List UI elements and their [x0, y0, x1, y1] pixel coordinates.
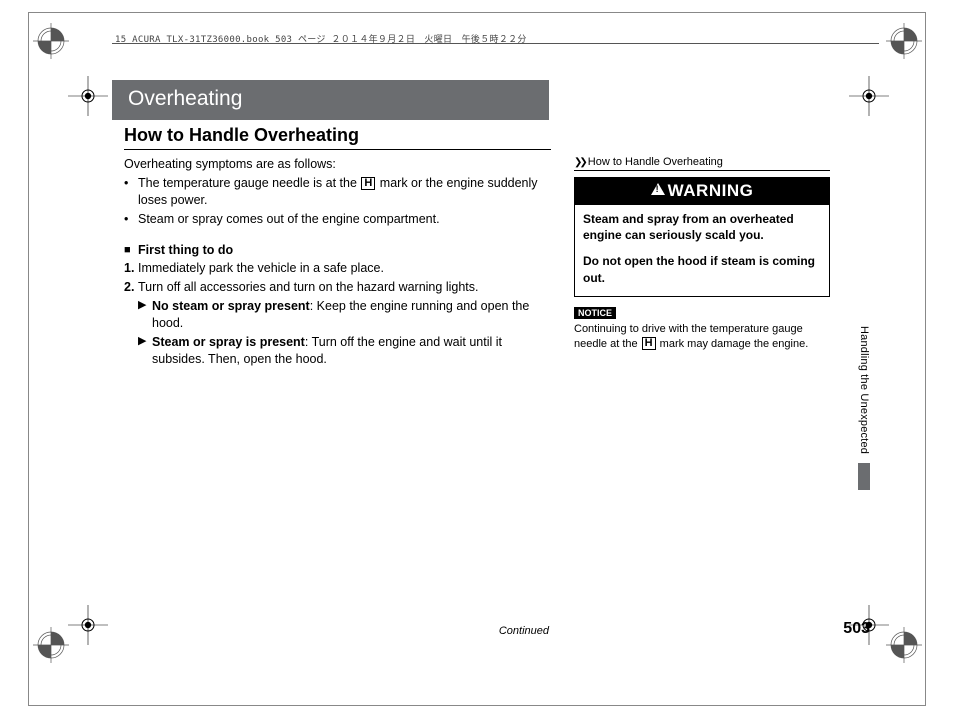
page-number: 503 — [843, 620, 870, 638]
step-text: Immediately park the vehicle in a safe p… — [138, 260, 551, 277]
intro-text: Overheating symptoms are as follows: — [124, 156, 551, 173]
warning-text: Do not open the hood if steam is coming … — [583, 253, 821, 285]
section-heading: How to Handle Overheating — [124, 125, 359, 146]
side-column: ❯❯How to Handle Overheating WARNING Stea… — [574, 156, 830, 351]
heading-rule — [124, 149, 551, 150]
chapter-tab-marker — [858, 463, 870, 490]
bullet-text: Steam or spray comes out of the engine c… — [138, 211, 551, 228]
warning-box: WARNING Steam and spray from an overheat… — [574, 177, 830, 297]
step-row: 1. Immediately park the vehicle in a saf… — [124, 260, 551, 277]
h-mark-icon: H — [361, 177, 375, 190]
registration-mark-icon — [886, 23, 922, 59]
symptom-bullet: • Steam or spray comes out of the engine… — [124, 211, 551, 228]
registration-mark-icon — [33, 23, 69, 59]
crosshair-icon — [68, 76, 108, 116]
section-banner: Overheating — [112, 80, 549, 120]
warning-header: WARNING — [575, 178, 829, 205]
bullet-icon: • — [124, 211, 138, 228]
sub-step: ▶ Steam or spray is present: Turn off th… — [124, 334, 551, 368]
sub-step: ▶ No steam or spray present: Keep the en… — [124, 298, 551, 332]
continued-label: Continued — [499, 625, 549, 637]
step-number: 2. — [124, 279, 138, 296]
triangle-icon: ▶ — [138, 298, 152, 332]
crop-mark-text: 15 ACURA TLX-31TZ36000.book 503 ページ ２０１４… — [115, 32, 527, 45]
sub-label: Steam or spray is present — [152, 335, 305, 349]
side-reference: ❯❯How to Handle Overheating — [574, 156, 830, 171]
main-column: Overheating symptoms are as follows: • T… — [124, 156, 551, 370]
warning-triangle-icon — [651, 183, 665, 195]
bullet-text: The temperature gauge needle is at the H… — [138, 175, 551, 209]
notice-text: Continuing to drive with the temperature… — [574, 322, 830, 352]
warning-body: Steam and spray from an overheated engin… — [575, 205, 829, 296]
square-icon: ■ — [124, 242, 138, 259]
bullet-icon: • — [124, 175, 138, 209]
chevron-icon: ❯❯ — [574, 157, 585, 168]
warning-text: Steam and spray from an overheated engin… — [583, 211, 821, 243]
crosshair-icon — [849, 76, 889, 116]
registration-mark-icon — [886, 627, 922, 663]
step-number: 1. — [124, 260, 138, 277]
registration-mark-icon — [33, 627, 69, 663]
chapter-tab: Handling the Unexpected — [858, 326, 870, 454]
first-thing-heading: ■ First thing to do — [124, 242, 551, 259]
symptom-bullet: • The temperature gauge needle is at the… — [124, 175, 551, 209]
triangle-icon: ▶ — [138, 334, 152, 368]
step-text: Turn off all accessories and turn on the… — [138, 279, 551, 296]
step-row: 2. Turn off all accessories and turn on … — [124, 279, 551, 296]
h-mark-icon: H — [642, 337, 656, 350]
sub-label: No steam or spray present — [152, 299, 310, 313]
notice-tag: NOTICE — [574, 307, 616, 319]
crosshair-icon — [68, 605, 108, 645]
